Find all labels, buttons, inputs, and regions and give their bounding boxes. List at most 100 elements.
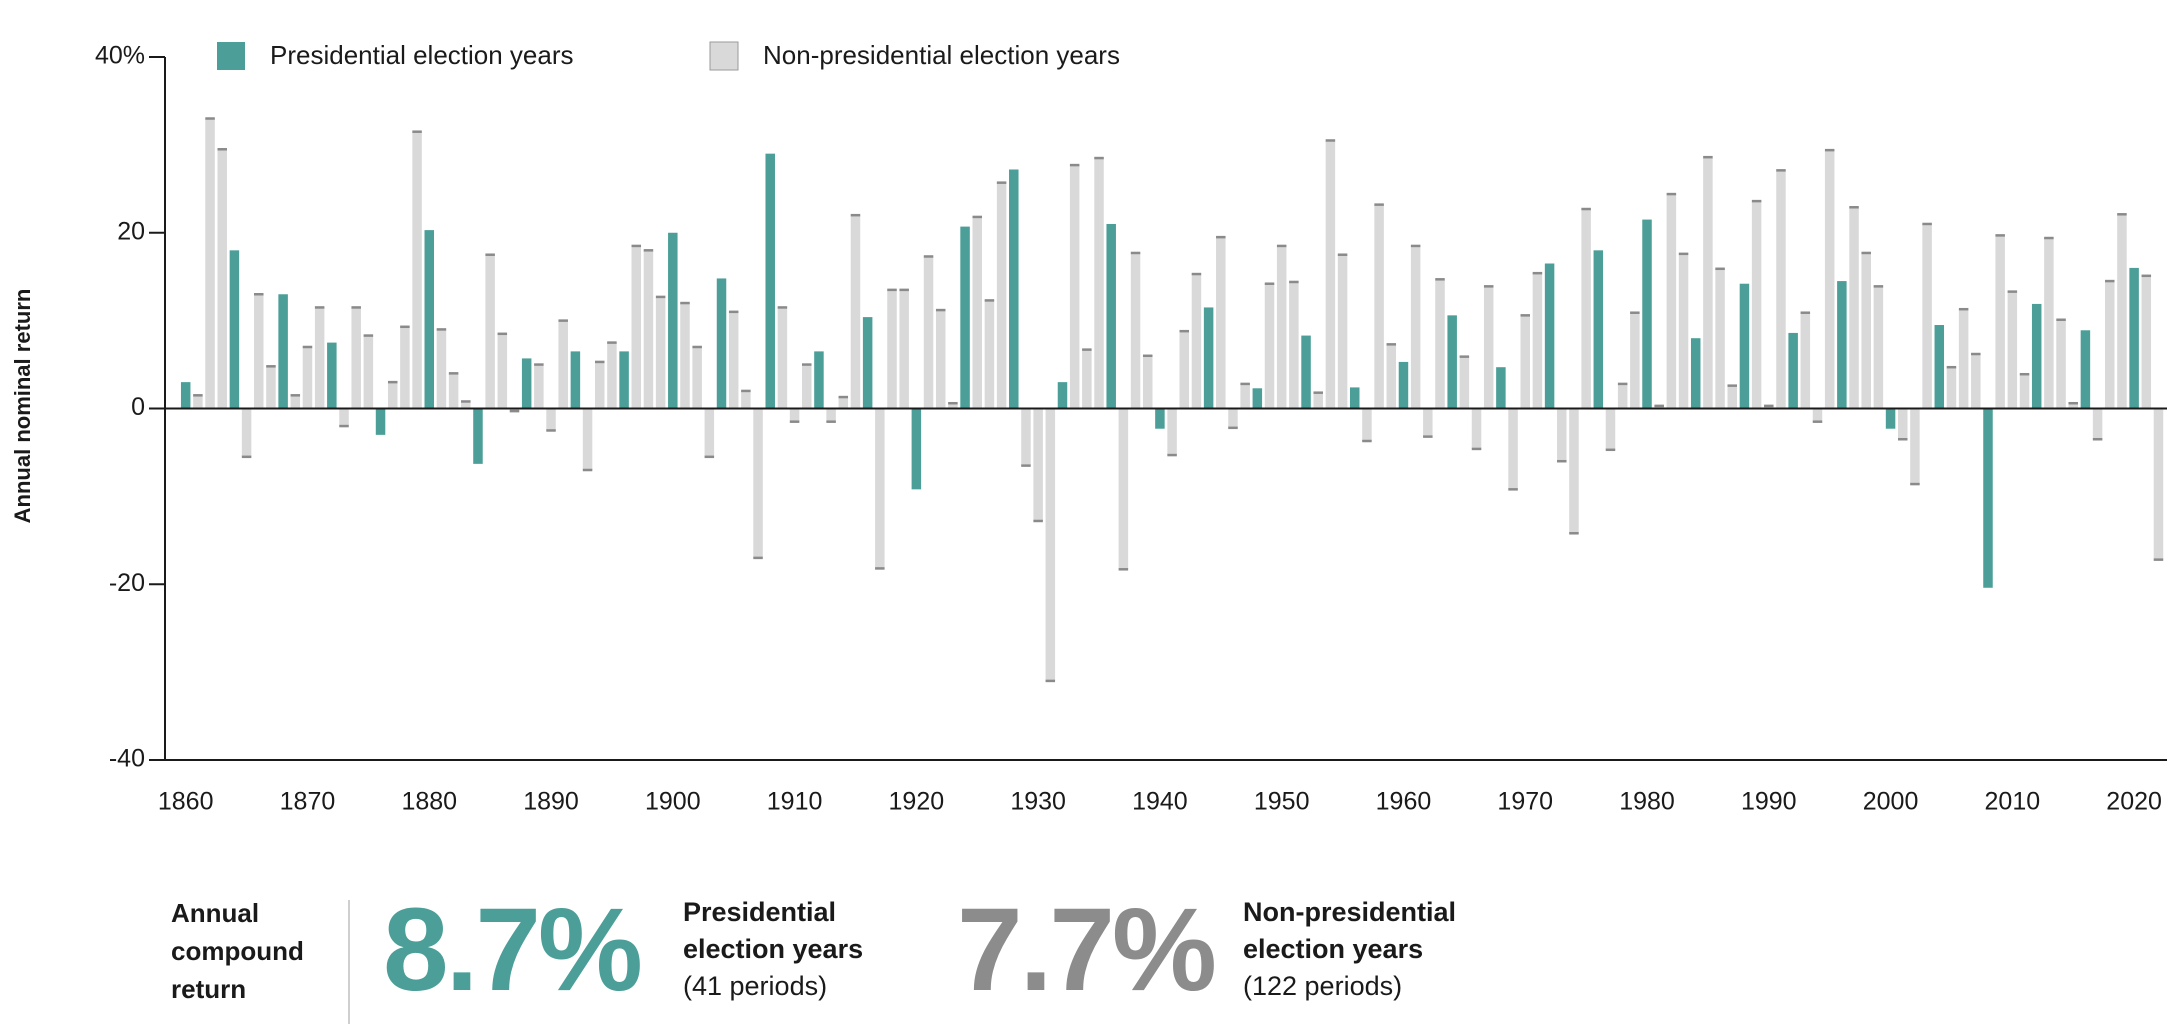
bar <box>594 361 605 409</box>
x-tick-label: 1870 <box>280 788 336 816</box>
bar <box>1849 207 1859 409</box>
bar <box>777 307 788 409</box>
x-tick-label: 1920 <box>889 788 945 816</box>
bar <box>1727 385 1738 409</box>
bar <box>1873 286 1884 409</box>
bar <box>582 408 593 471</box>
y-tick-label: 20 <box>117 217 145 245</box>
bar <box>2092 408 2103 440</box>
bar <box>2117 214 2127 409</box>
bar <box>436 329 447 409</box>
bar <box>485 254 495 409</box>
bar <box>692 346 702 409</box>
bar <box>1739 283 1750 409</box>
bar <box>972 216 982 409</box>
bar <box>2080 330 2091 409</box>
bar <box>1496 367 1506 409</box>
bar <box>558 320 568 409</box>
bar <box>1483 286 1494 409</box>
bar <box>424 230 435 409</box>
summary-desc: Non-presidential election years (122 per… <box>1243 894 1513 1005</box>
bar <box>1337 254 1348 409</box>
bar <box>266 366 276 409</box>
bar <box>302 346 313 409</box>
bar <box>2153 408 2164 560</box>
bar <box>1885 408 1896 429</box>
bar <box>1861 252 1871 409</box>
x-tick-label: 1940 <box>1132 788 1188 816</box>
bar <box>960 226 970 409</box>
bar <box>351 307 361 409</box>
bar <box>1118 408 1129 570</box>
bar <box>753 408 763 558</box>
bar <box>1435 279 1445 409</box>
bar <box>996 182 1007 409</box>
bar <box>1386 344 1397 409</box>
bar <box>1934 325 1945 409</box>
summary-label: Non-presidential election years <box>1243 897 1457 964</box>
bar <box>643 250 654 409</box>
bar <box>1776 170 1786 409</box>
bar <box>461 401 471 409</box>
bar <box>1094 158 1104 409</box>
bar <box>1033 408 1043 521</box>
bar <box>290 395 301 409</box>
bar <box>1167 408 1177 456</box>
legend-swatch <box>709 41 739 71</box>
bar <box>789 408 800 422</box>
bar <box>1837 281 1847 409</box>
x-tick-label: 2000 <box>1863 788 1919 816</box>
bar <box>375 408 386 435</box>
bar <box>1301 335 1311 409</box>
bar <box>1252 388 1263 409</box>
bar <box>1922 223 1932 409</box>
x-tick-label: 1990 <box>1741 788 1797 816</box>
bar <box>1690 338 1701 409</box>
y-tick-label: -40 <box>109 745 145 773</box>
bar <box>899 289 909 409</box>
bar <box>205 118 215 409</box>
bar <box>1593 250 1604 409</box>
bar <box>1082 349 1092 409</box>
bar <box>911 408 922 490</box>
bar <box>412 131 422 409</box>
bar <box>741 390 751 409</box>
bar <box>850 215 861 409</box>
bar <box>1057 382 1068 409</box>
bar <box>984 300 995 409</box>
x-tick-label: 1900 <box>645 788 701 816</box>
bar <box>619 351 629 409</box>
bar <box>1155 408 1165 429</box>
bar <box>1703 157 1713 409</box>
summary-value: 7.7% <box>957 884 1217 1016</box>
bar <box>1240 383 1250 409</box>
x-tick-label: 1930 <box>1010 788 1066 816</box>
bar <box>314 307 325 409</box>
bar <box>1106 223 1116 409</box>
bar <box>473 408 483 464</box>
bar <box>2068 403 2078 409</box>
bar <box>2044 238 2054 409</box>
bar <box>704 408 715 457</box>
bar <box>1203 307 1214 409</box>
bar <box>728 311 739 409</box>
bar <box>278 294 288 409</box>
summary-title: Annual compound return <box>171 898 304 1004</box>
bar <box>1751 201 1762 409</box>
bar <box>1569 408 1579 534</box>
bar <box>1289 281 1299 409</box>
bar <box>1581 209 1591 409</box>
divider <box>348 900 350 1024</box>
bar <box>1532 273 1543 409</box>
bar <box>680 303 690 409</box>
bar <box>1605 408 1616 450</box>
bar <box>935 310 946 409</box>
bar <box>1812 408 1823 422</box>
summary-note: (122 periods) <box>1243 971 1403 1001</box>
x-tick-label: 1950 <box>1254 788 1310 816</box>
y-axis-label: Annual nominal return <box>10 289 35 524</box>
x-tick-label: 1880 <box>401 788 457 816</box>
bar <box>887 289 897 409</box>
bar <box>1557 408 1567 462</box>
bar <box>1423 408 1433 437</box>
